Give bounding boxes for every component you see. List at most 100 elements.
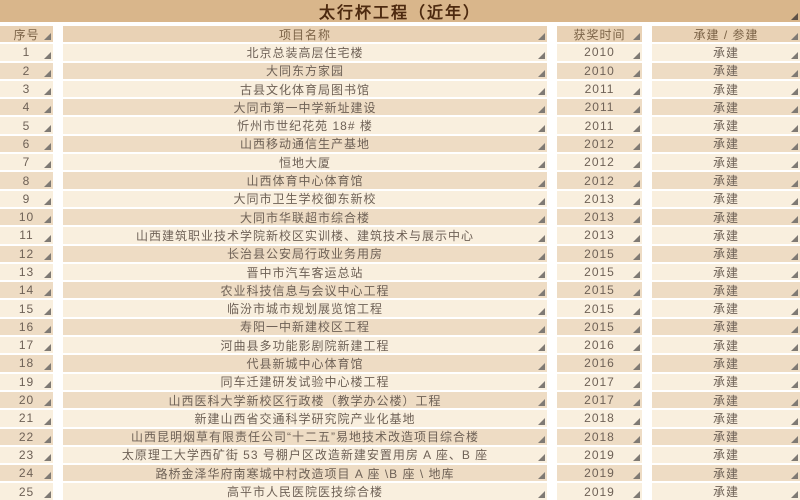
table-cell-text: 2010 (584, 63, 615, 78)
table-cell-name: 代县新城中心体育馆 (63, 355, 547, 372)
table-cell-index: 8 (0, 172, 53, 189)
table-cell-index: 23 (0, 446, 53, 464)
table-cell-name: 恒地大厦 (63, 154, 547, 171)
table-cell-text: 2017 (584, 374, 615, 389)
table-cell-name: 山西体育中心体育馆 (63, 172, 547, 189)
table-cell-text: 20 (18, 393, 35, 408)
cell-corner-triangle-icon (791, 197, 798, 205)
cell-corner-triangle-icon (44, 143, 51, 151)
table-cell-name: 新建山西省交通科学研究院产业化基地 (63, 410, 547, 427)
table-cell-text: 古县文化体育局图书馆 (239, 82, 370, 97)
table-cell-name: 寿阳一中新建校区工程 (63, 318, 547, 336)
table-cell-text: 承建 (712, 64, 739, 79)
table-cell-text: 山西昆明烟草有限责任公司“十二五”易地技术改造项目综合楼 (131, 430, 479, 445)
cell-corner-triangle-icon (791, 143, 798, 151)
table-cell-text: 2011 (584, 118, 615, 133)
table-cell-text: 2012 (584, 173, 615, 188)
cell-corner-triangle-icon (538, 289, 545, 297)
cell-corner-triangle-icon (44, 454, 51, 462)
table-cell-name: 山西移动通信生产基地 (63, 135, 547, 153)
table-cell-text: 17 (18, 338, 35, 353)
table-cell-text: 2018 (584, 411, 615, 426)
table-cell-text: 14 (18, 283, 35, 298)
cell-corner-triangle-icon (538, 179, 545, 187)
cell-corner-triangle-icon (791, 88, 798, 96)
table-cell-name: 北京总装高层住宅楼 (63, 44, 547, 61)
table-cell-text: 承建 (712, 393, 739, 408)
table-cell-index: 12 (0, 245, 53, 262)
cell-corner-triangle-icon (538, 143, 545, 151)
table-cell-year: 2015 (557, 318, 642, 336)
cell-corner-triangle-icon (633, 289, 640, 297)
cell-corner-triangle-icon (538, 252, 545, 260)
cell-corner-triangle-icon (791, 362, 798, 370)
table-cell-text: 2018 (584, 429, 615, 444)
table-cell-text: 2015 (584, 246, 615, 261)
table-cell-name: 大同市华联超市综合楼 (63, 208, 547, 226)
table-cell-name: 长治县公安局行政业务用房 (63, 245, 547, 262)
table-cell-text: 2012 (584, 136, 615, 151)
table-cell-year: 2011 (557, 80, 642, 98)
cell-corner-triangle-icon (791, 234, 798, 242)
cell-corner-triangle-icon (538, 399, 545, 407)
table-cell-text: 同车迁建研发试验中心楼工程 (220, 375, 390, 390)
table-cell-index: 24 (0, 465, 53, 482)
table-cell-text: 承建 (712, 466, 739, 481)
table-cell-text: 忻州市世纪花苑 18# 楼 (237, 119, 373, 134)
table-cell-text: 13 (18, 265, 35, 279)
cell-corner-triangle-icon (633, 362, 640, 370)
table-cell-role: 承建 (652, 245, 800, 262)
table-cell-text: 承建 (712, 265, 739, 280)
cell-corner-triangle-icon (44, 289, 51, 297)
table-cell-year: 2010 (557, 62, 642, 79)
table-cell-text: 代县新城中心体育馆 (246, 357, 364, 371)
table-cell-role: 承建 (652, 263, 800, 281)
cell-corner-triangle-icon (791, 271, 798, 279)
cell-corner-triangle-icon (44, 51, 51, 59)
cell-corner-triangle-icon (633, 454, 640, 462)
cell-corner-triangle-icon (538, 271, 545, 279)
cell-corner-triangle-icon (538, 344, 545, 352)
table-cell-text: 承建 (712, 448, 739, 463)
table-cell-text: 9 (22, 191, 31, 206)
table-cell-text: 24 (18, 466, 35, 481)
cell-corner-triangle-icon (791, 13, 798, 20)
table-cell-year: 2012 (557, 154, 642, 171)
table-cell-role: 承建 (652, 99, 800, 116)
table-cell-index: 25 (0, 483, 53, 500)
cell-corner-triangle-icon (538, 197, 545, 205)
column-header-year: 获奖时间 (557, 26, 642, 43)
projects-table: 序号 项目名称 获奖时间 承建 / 参建 1 北京总装高层住宅楼 2010 承建 2 大同… (0, 26, 800, 500)
table-cell-name: 农业科技信息与会议中心工程 (63, 282, 547, 299)
cell-corner-triangle-icon (791, 344, 798, 352)
table-cell-text: 北京总装高层住宅楼 (246, 45, 364, 60)
cell-corner-triangle-icon (538, 124, 545, 132)
table-cell-role: 承建 (652, 282, 800, 299)
table-cell-index: 9 (0, 190, 53, 207)
table-cell-text: 山西体育中心体育馆 (246, 174, 364, 189)
cell-corner-triangle-icon (44, 472, 51, 480)
cell-corner-triangle-icon (44, 490, 51, 498)
cell-corner-triangle-icon (44, 161, 51, 169)
cell-corner-triangle-icon (538, 435, 545, 443)
table-cell-text: 2012 (584, 155, 615, 170)
table-cell-text: 承建 (712, 210, 739, 225)
table-cell-year: 2015 (557, 282, 642, 299)
cell-corner-triangle-icon (44, 124, 51, 132)
table-cell-text: 承建 (712, 320, 739, 335)
table-cell-text: 6 (22, 136, 31, 151)
table-cell-text: 承建 (712, 338, 739, 353)
table-cell-name: 大同东方家园 (63, 62, 547, 79)
table-cell-index: 5 (0, 117, 53, 134)
cell-corner-triangle-icon (538, 326, 545, 334)
column-header-name: 项目名称 (63, 26, 547, 43)
table-cell-text: 承建 (712, 137, 739, 152)
table-cell-text: 2019 (584, 466, 615, 481)
column-header-index: 序号 (0, 26, 53, 43)
table-cell-name: 忻州市世纪花苑 18# 楼 (63, 117, 547, 134)
table-cell-text: 承建 (712, 375, 739, 390)
table-cell-text: 高平市人民医院医技综合楼 (226, 485, 383, 500)
cell-corner-triangle-icon (538, 417, 545, 425)
table-cell-text: 承建 (712, 357, 739, 371)
cell-corner-triangle-icon (791, 106, 798, 114)
